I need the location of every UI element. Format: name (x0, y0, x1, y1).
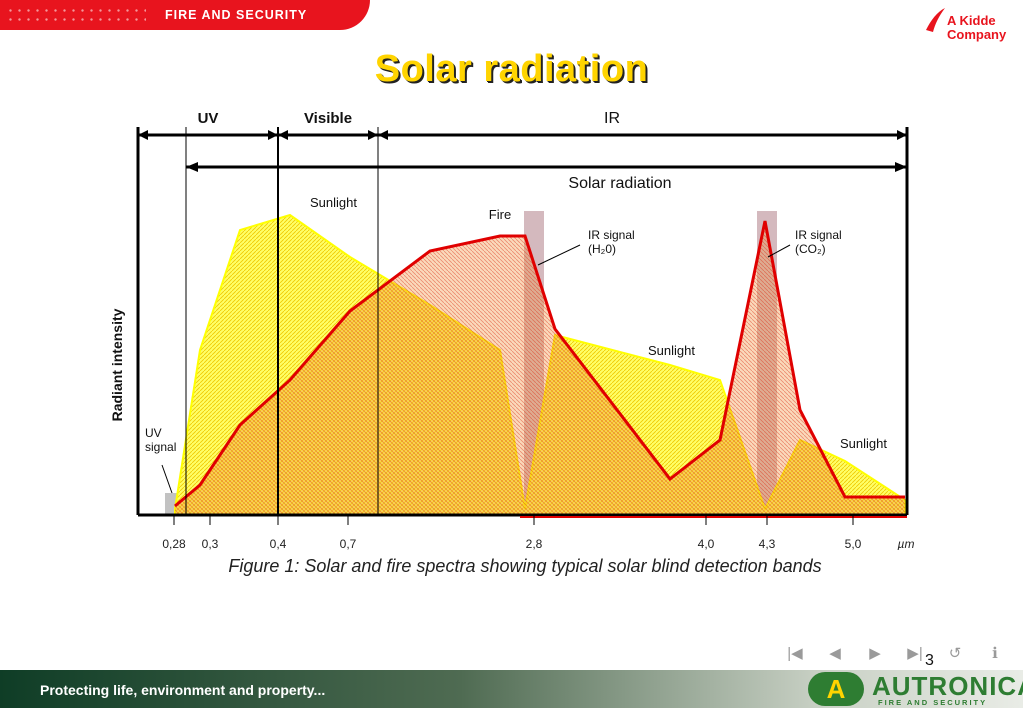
slide-title: Solar radiation (374, 48, 649, 90)
annotation-label: signal (145, 440, 176, 454)
annotation-label: Sunlight (648, 343, 695, 358)
x-tick-label: 5,0 (845, 537, 862, 550)
pointer-line (767, 244, 791, 258)
region-arrowhead-left (138, 130, 148, 140)
annotation-label: Fire (489, 207, 511, 222)
region-label: UV (198, 110, 219, 127)
autronica-name: AUTRONICA (872, 671, 1023, 701)
kidde-logo: A Kidde Company (923, 6, 1015, 46)
region-label: IR (604, 110, 620, 127)
brand-text: FIRE AND SECURITY (165, 8, 308, 22)
annotation-label: Sunlight (310, 195, 357, 210)
fire-area (175, 221, 905, 515)
y-axis-label: Radiant intensity (109, 308, 125, 421)
kidde-swoosh-icon (926, 8, 945, 32)
first-slide-button[interactable]: |◀ (787, 645, 803, 662)
autronica-logo: A AUTRONICA FIRE AND SECURITY (808, 671, 1023, 707)
region-arrowhead-left (378, 130, 388, 140)
region-arrowhead-right (897, 130, 907, 140)
slide-navigation: |◀ ◀ ▶ ▶| ↺ ℹ (775, 645, 1015, 663)
annotation-label: (H₂0) (588, 242, 616, 256)
spectrum-areas (174, 213, 906, 516)
plot-frame (136, 127, 909, 518)
x-tick-label: 4,0 (698, 537, 715, 550)
figure-caption: Figure 1: Solar and fire spectra showing… (228, 556, 822, 576)
x-tick-label: 2,8 (526, 537, 543, 550)
range-arrowhead-left (186, 162, 198, 172)
annotation-label: IR signal (795, 228, 842, 242)
top-banner: FIRE AND SECURITY (0, 0, 370, 30)
annotation-label: (CO₂) (795, 242, 826, 256)
autronica-badge-icon: A (808, 672, 864, 706)
x-tick-label: 4,3 (759, 537, 776, 550)
pointer-line (537, 244, 581, 266)
x-axis-ticks: 0,28 0,3 0,4 0,7 2,8 4,0 4,3 5,0 µm (162, 515, 914, 550)
fire-line (174, 220, 905, 508)
range-label: Solar radiation (568, 175, 671, 192)
kidde-line-2: Company (947, 27, 1007, 42)
kidde-line-1: A Kidde (947, 13, 996, 28)
region-arrowhead-left (278, 130, 288, 140)
annotation-label: UV (145, 426, 162, 440)
footer-slogan: Protecting life, environment and propert… (40, 682, 326, 698)
autronica-subtitle: FIRE AND SECURITY (878, 698, 988, 707)
page-number: 3 (925, 652, 934, 669)
x-tick-label: 0,3 (202, 537, 219, 550)
x-tick-label: 0,28 (162, 537, 186, 550)
previous-slide-button[interactable]: ◀ (829, 645, 841, 662)
autronica-badge-letter: A (826, 674, 846, 704)
last-slide-button[interactable]: ▶| (907, 645, 923, 662)
spectrum-chart: 0,28 0,3 0,4 0,7 2,8 4,0 4,3 5,0 µm UV Visible IR S… (109, 110, 914, 550)
region-label: Visible (304, 110, 352, 127)
banner-dot-pattern (6, 6, 146, 24)
next-slide-button[interactable]: ▶ (869, 645, 881, 662)
info-button[interactable]: ℹ (992, 645, 998, 662)
x-axis-unit: µm (898, 537, 915, 550)
chart-labels: UV Visible IR Solar radiation Radiant intens… (109, 110, 907, 494)
region-arrowhead-right (268, 130, 278, 140)
region-arrowhead-right (368, 130, 378, 140)
return-button[interactable]: ↺ (948, 645, 962, 662)
x-tick-label: 0,7 (340, 537, 357, 550)
pointer-line (161, 464, 173, 494)
x-tick-label: 0,4 (270, 537, 287, 550)
annotation-label: Sunlight (840, 436, 887, 451)
annotation-label: IR signal (588, 228, 635, 242)
range-arrowhead-right (895, 162, 907, 172)
